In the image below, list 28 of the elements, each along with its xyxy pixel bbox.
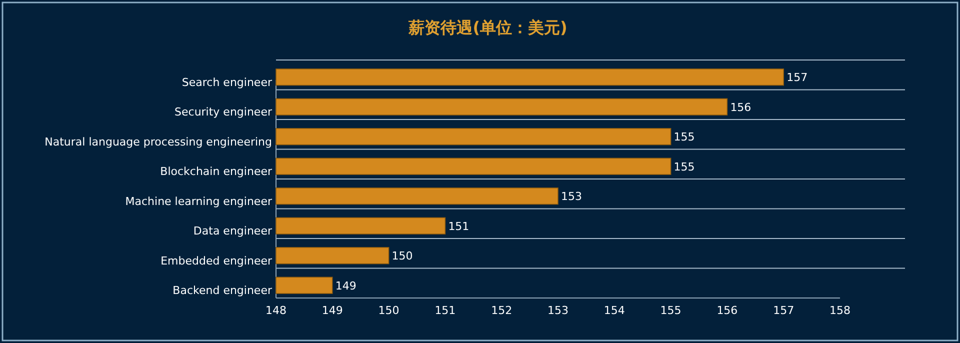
data-label: 155 <box>674 130 695 144</box>
y-tick-label: Machine learning engineer <box>125 194 272 208</box>
x-tick-label: 148 <box>266 304 286 317</box>
y-tick-label: Data engineer <box>193 224 272 238</box>
data-label: 151 <box>448 220 470 233</box>
x-tick-label: 154 <box>604 304 625 317</box>
data-label: 149 <box>335 279 356 292</box>
x-tick-label: 157 <box>773 304 794 317</box>
y-tick-label: Search engineer <box>182 76 272 89</box>
chart-title: 薪资待遇(单位：美元) <box>408 18 568 37</box>
data-label: 156 <box>730 100 752 114</box>
y-tick-label: Backend engineer <box>172 284 272 297</box>
y-tick-label: Security engineer <box>174 106 272 118</box>
data-label: 150 <box>392 250 413 263</box>
x-tick-label: 151 <box>434 304 456 317</box>
y-tick-label: Embedded engineer <box>160 254 272 268</box>
x-tick-label: 156 <box>716 304 738 317</box>
x-tick-label: 152 <box>491 304 512 317</box>
data-label: 153 <box>561 190 582 204</box>
x-tick-label: 155 <box>660 304 682 317</box>
y-tick-label: Blockchain engineer <box>160 165 272 178</box>
y-tick-label: Natural language processing engineering <box>44 135 272 148</box>
data-label: 157 <box>786 71 808 84</box>
data-label: 155 <box>674 160 695 174</box>
x-tick-label: 158 <box>830 304 850 317</box>
x-tick-label: 153 <box>548 304 568 317</box>
x-tick-label: 149 <box>322 304 343 317</box>
x-tick-label: 150 <box>378 304 400 317</box>
